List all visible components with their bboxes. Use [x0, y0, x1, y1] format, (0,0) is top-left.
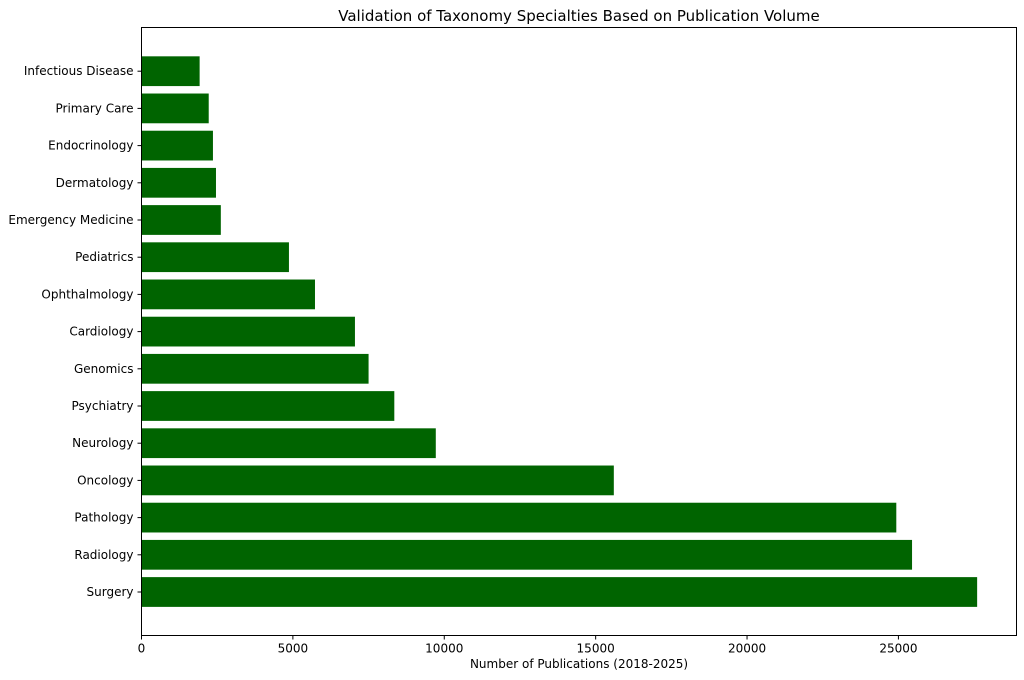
- x-tick-label: 10000: [425, 642, 463, 656]
- y-tick-label: Oncology: [77, 473, 133, 487]
- bar-emergency-medicine: [141, 205, 221, 235]
- bar-oncology: [141, 465, 614, 496]
- y-tick-label: Neurology: [72, 436, 133, 450]
- bars-group: [141, 56, 978, 607]
- chart-title: Validation of Taxonomy Specialties Based…: [338, 7, 820, 25]
- y-tick-label: Genomics: [74, 362, 134, 376]
- x-axis-label: Number of Publications (2018-2025): [470, 657, 688, 671]
- y-tick-label: Ophthalmology: [41, 287, 133, 301]
- bar-cardiology: [141, 316, 355, 347]
- y-tick-labels: Surgery Radiology Pathology Oncology Neurolo…: [8, 64, 142, 599]
- bar-primary-care: [141, 93, 209, 124]
- bar-radiology: [141, 539, 913, 570]
- bar-psychiatry: [141, 391, 395, 421]
- y-tick-label: Primary Care: [56, 101, 134, 115]
- x-tick-label: 25000: [879, 642, 917, 656]
- bar-genomics: [141, 353, 369, 384]
- y-tick-label: Endocrinology: [48, 139, 133, 153]
- y-tick-label: Dermatology: [56, 176, 134, 190]
- bar-dermatology: [141, 167, 216, 198]
- y-tick-label: Emergency Medicine: [8, 213, 133, 227]
- bar-pathology: [141, 502, 897, 533]
- x-tick-label: 5000: [278, 642, 309, 656]
- bar-ophthalmology: [141, 279, 315, 310]
- x-tick-label: 15000: [577, 642, 615, 656]
- bar-surgery: [141, 577, 978, 607]
- y-tick-label: Surgery: [87, 585, 134, 599]
- y-tick-label: Cardiology: [69, 325, 133, 339]
- bar-neurology: [141, 428, 436, 459]
- y-tick-label: Pathology: [74, 511, 133, 525]
- bar-endocrinology: [141, 130, 213, 161]
- bar-pediatrics: [141, 242, 289, 273]
- x-ticks: 0 5000 10000 15000 20000 25000: [138, 635, 918, 656]
- y-tick-label: Pediatrics: [75, 250, 133, 264]
- y-tick-label: Radiology: [74, 548, 133, 562]
- x-tick-label: 0: [138, 642, 146, 656]
- y-tick-label: Infectious Disease: [24, 64, 134, 78]
- y-tick-label: Psychiatry: [71, 399, 133, 413]
- x-tick-label: 20000: [728, 642, 766, 656]
- plot-frame: [141, 27, 1017, 636]
- bar-infectious-disease: [141, 56, 200, 87]
